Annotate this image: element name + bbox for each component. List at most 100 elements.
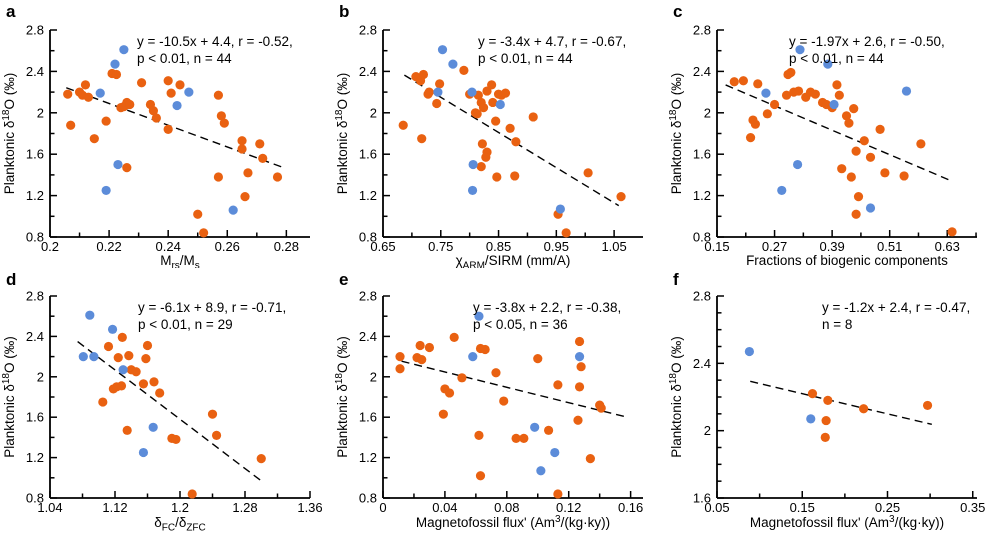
data-point	[240, 192, 250, 202]
scatter-blue	[468, 311, 585, 476]
data-point	[467, 185, 478, 196]
svg-text:0.63: 0.63	[935, 239, 960, 254]
scatter-orange	[398, 65, 626, 238]
data-point	[481, 152, 491, 162]
data-point	[468, 352, 478, 362]
data-point	[98, 397, 108, 407]
data-point	[131, 367, 141, 377]
svg-text:0.75: 0.75	[428, 239, 453, 254]
data-point	[163, 124, 173, 134]
svg-text:0.95: 0.95	[544, 239, 569, 254]
data-point	[810, 89, 820, 99]
data-point	[916, 139, 926, 149]
data-point	[395, 364, 405, 374]
data-point	[846, 172, 856, 182]
data-point	[841, 111, 852, 121]
data-point	[745, 133, 756, 143]
data-point	[474, 311, 484, 321]
svg-text:2.8: 2.8	[26, 289, 44, 304]
data-point	[511, 433, 521, 444]
data-point	[435, 79, 445, 89]
data-point	[820, 432, 830, 442]
data-point	[136, 78, 147, 88]
data-point	[823, 395, 833, 405]
scatter-blue	[95, 45, 238, 215]
svg-text:2: 2	[37, 369, 44, 384]
data-point	[553, 380, 563, 390]
panel-d: d 1.04 1.12 1.2 1.28 1.36 0.8 1.2 1.6 2 2.4 2.8 y =…	[0, 268, 333, 537]
annotation-line2: n = 8	[822, 317, 852, 332]
svg-text:2: 2	[370, 105, 377, 120]
data-point	[85, 310, 95, 320]
data-point	[596, 403, 606, 413]
data-point	[116, 381, 127, 391]
data-point	[119, 45, 129, 55]
panel-a-plot: 0.2 0.22 0.24 0.26 0.28 0.8 1.2 1.6 2 2.4 2.8 y = -…	[1, 23, 310, 268]
data-point	[837, 164, 847, 174]
x-axis-title: χARM/SIRM (mm/A)	[456, 253, 571, 268]
data-point	[101, 116, 111, 126]
annotation-line2: p < 0.01, n = 44	[137, 51, 232, 66]
x-axis-title: Magnetofossil flux' (Am3/(kg·ky))	[750, 514, 944, 530]
svg-text:0.15: 0.15	[790, 500, 815, 515]
data-point	[110, 59, 120, 69]
scatter-orange	[729, 67, 957, 237]
panel-e: e 0 0.04 0.08 0.12 0.16 0.8 1.2 1.6 2 2.4 2.8 y = -…	[333, 268, 667, 537]
data-point	[148, 106, 159, 116]
svg-text:0.04: 0.04	[432, 500, 457, 515]
data-point	[480, 344, 490, 355]
data-point	[880, 168, 890, 178]
data-point	[495, 99, 505, 110]
data-point	[243, 168, 253, 178]
data-point	[583, 168, 593, 178]
annotation-line1: y = -1.2x + 2.4, r = -0.47,	[822, 300, 970, 315]
data-point	[417, 134, 427, 144]
annotation-line1: y = -10.5x + 4.4, r = -0.52,	[137, 34, 293, 49]
data-point	[807, 389, 818, 399]
svg-text:2.8: 2.8	[359, 289, 377, 304]
svg-text:2.8: 2.8	[359, 23, 377, 38]
svg-text:0.8: 0.8	[26, 491, 44, 506]
svg-text:0.25: 0.25	[875, 500, 900, 515]
y-axis-title: Planktonic δ18O (‰)	[334, 336, 350, 457]
data-point	[122, 163, 132, 173]
tick-labels: 0.15 0.27 0.39 0.51 0.63 0.8 1.2 1.6 2 2.4 2.8	[693, 23, 960, 255]
svg-text:2.4: 2.4	[359, 64, 377, 79]
scatter-blue	[433, 45, 565, 214]
data-point	[438, 409, 448, 419]
svg-text:1.6: 1.6	[359, 410, 377, 425]
data-point	[729, 77, 739, 87]
svg-text:2: 2	[37, 105, 44, 120]
data-point	[762, 109, 772, 119]
data-point	[219, 118, 229, 128]
scatter-blue	[744, 346, 816, 424]
data-point	[530, 422, 540, 432]
svg-text:0.85: 0.85	[486, 239, 511, 254]
data-point	[166, 88, 176, 98]
data-point	[844, 118, 854, 128]
axes	[382, 29, 643, 238]
data-point	[573, 415, 583, 425]
svg-text:1.05: 1.05	[601, 239, 626, 254]
axes	[49, 29, 310, 238]
svg-text:0.39: 0.39	[819, 239, 844, 254]
data-point	[865, 152, 876, 162]
data-point	[478, 103, 489, 113]
data-point	[555, 204, 565, 214]
data-point	[125, 99, 135, 110]
data-point	[901, 86, 912, 96]
data-point	[519, 433, 529, 444]
data-point	[875, 124, 885, 134]
svg-text:2.4: 2.4	[26, 329, 44, 344]
svg-text:2.4: 2.4	[26, 64, 44, 79]
svg-text:1.2: 1.2	[26, 188, 44, 203]
panel-d-plot: 1.04 1.12 1.2 1.28 1.36 0.8 1.2 1.6 2 2.4 2.8 y = -…	[1, 289, 323, 534]
svg-text:0.05: 0.05	[704, 500, 729, 515]
data-point	[216, 111, 226, 121]
data-point	[561, 228, 571, 238]
svg-text:2: 2	[704, 423, 711, 438]
data-point	[793, 86, 804, 96]
data-point	[395, 352, 405, 362]
data-point	[457, 373, 467, 383]
data-point	[424, 342, 435, 353]
